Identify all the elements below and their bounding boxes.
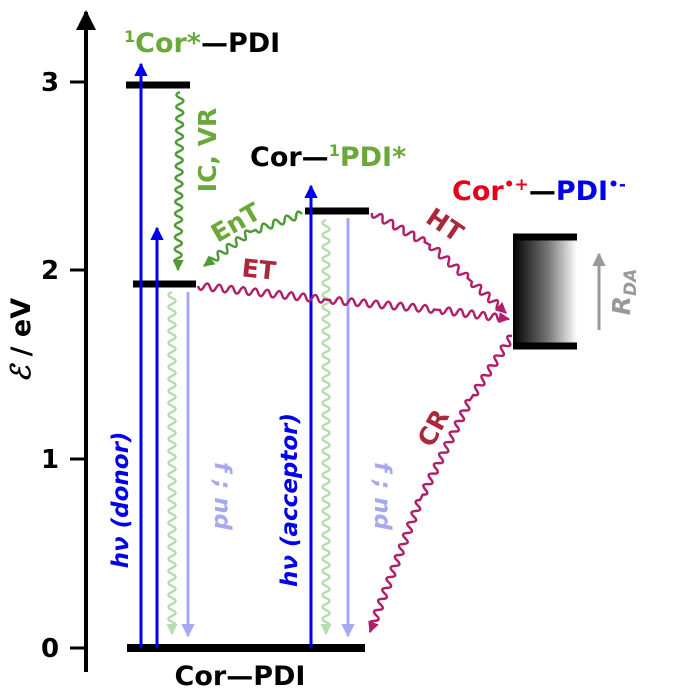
nonradiative-donor-wavy-arrow: [166, 290, 178, 636]
ground-state-label: Cor—PDI: [175, 661, 306, 692]
ht-wavy-arrow: [370, 212, 507, 314]
cr-label: CR: [412, 405, 455, 452]
decay-donor-label: f ; nd: [209, 462, 235, 531]
ic-vr-label: IC, VR: [193, 108, 222, 192]
ht-label: HT: [421, 202, 469, 247]
ent-wavy-arrow: [203, 210, 303, 267]
tick-label-2: 2: [41, 256, 59, 286]
ic-vr-wavy-arrow: [172, 90, 185, 272]
nonradiative-acceptor-wavy-arrow: [320, 218, 332, 636]
charge-separated-band: [513, 237, 577, 346]
decay-acceptor-label: f ; nd: [369, 462, 395, 531]
axis-ticks: [70, 80, 86, 650]
tick-label-3: 3: [41, 68, 59, 98]
et-wavy-arrow: [196, 282, 511, 324]
hv-acceptor-label: hν (acceptor): [277, 413, 303, 587]
et-label: ET: [240, 253, 277, 285]
cr-wavy-arrow: [368, 334, 513, 634]
hv-donor-label: hν (donor): [108, 432, 134, 569]
charge-separated-state-label: Cor•+—PDI•-: [452, 175, 626, 207]
rda-label: RDA: [607, 269, 641, 316]
acceptor-excited-state-label: Cor—1PDI*: [250, 141, 406, 173]
tick-label-1: 1: [41, 445, 59, 475]
axis-label: ℰ / eV: [6, 298, 37, 382]
tick-label-0: 0: [41, 634, 59, 664]
donor-excited-state-label: 1Cor*—PDI: [124, 27, 280, 59]
